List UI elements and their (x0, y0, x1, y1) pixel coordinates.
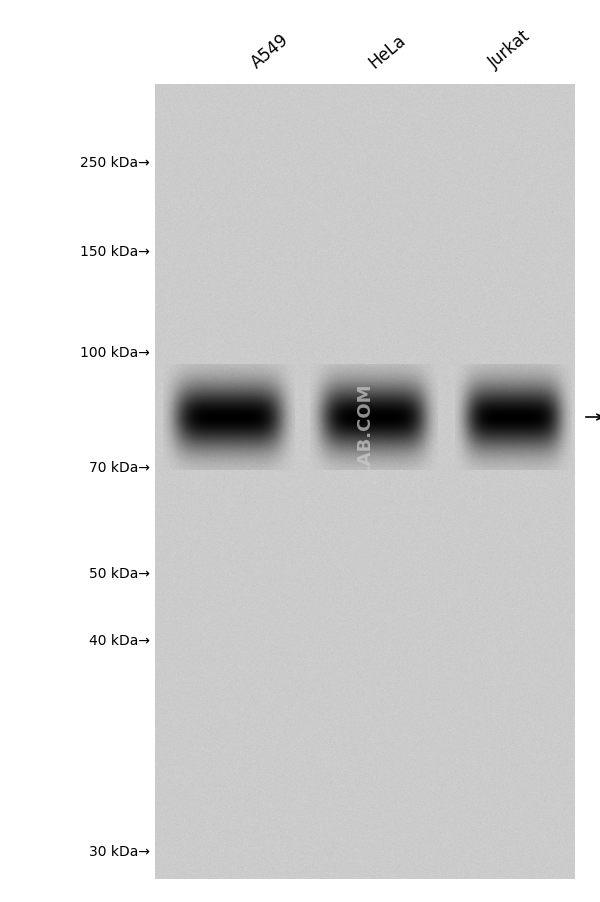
Text: HeLa: HeLa (365, 31, 409, 72)
Text: 30 kDa→: 30 kDa→ (89, 844, 150, 858)
Text: WWW.PTGLAB.COM: WWW.PTGLAB.COM (356, 383, 374, 581)
Text: 100 kDa→: 100 kDa→ (80, 345, 150, 360)
Text: 50 kDa→: 50 kDa→ (89, 566, 150, 580)
Text: A549: A549 (248, 31, 292, 72)
Text: Jurkat: Jurkat (485, 27, 533, 72)
Text: 150 kDa→: 150 kDa→ (80, 244, 150, 259)
Text: 70 kDa→: 70 kDa→ (89, 461, 150, 474)
Text: 250 kDa→: 250 kDa→ (80, 156, 150, 170)
Text: 40 kDa→: 40 kDa→ (89, 633, 150, 648)
Bar (155, 85, 575, 879)
